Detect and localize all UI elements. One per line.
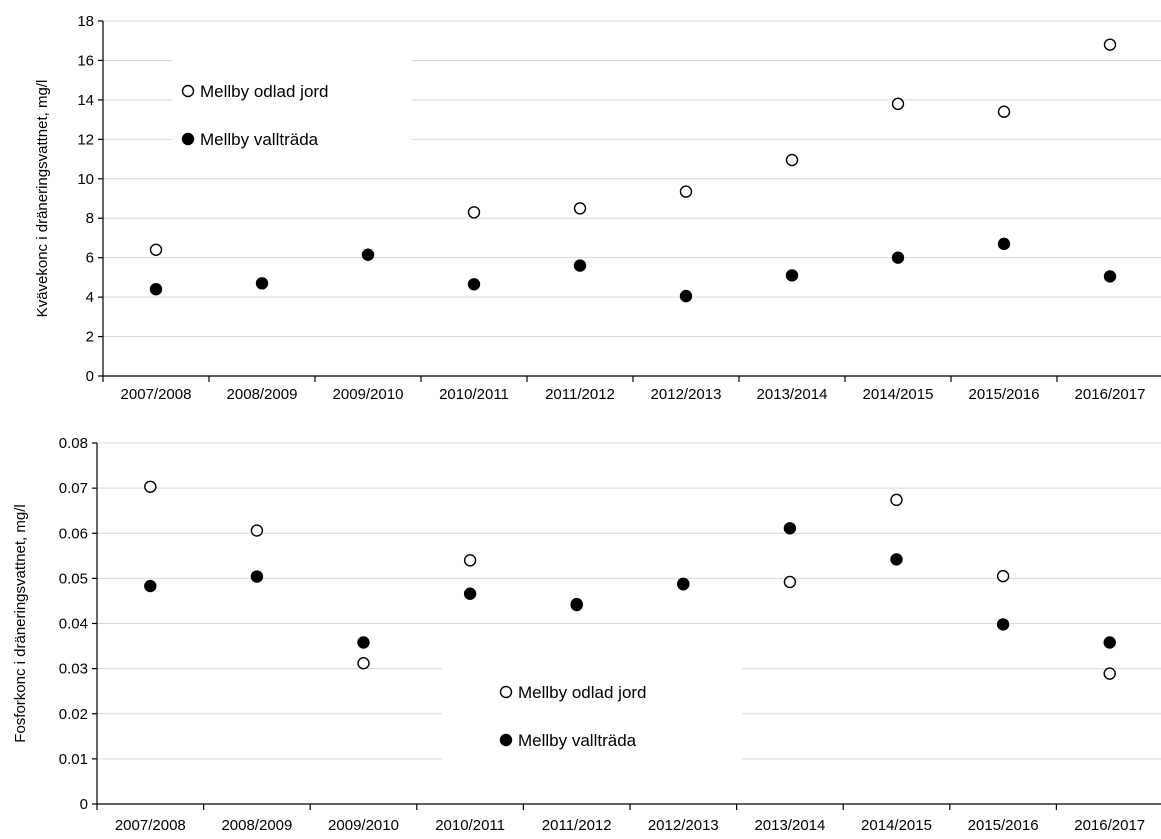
point-odlad-jord <box>463 554 477 567</box>
point-vallträda <box>357 636 370 649</box>
point-odlad-jord <box>785 153 799 167</box>
point-vallträda <box>144 579 157 593</box>
legend-marker <box>499 685 513 699</box>
legend-label: Mellby odlad jord <box>518 683 647 702</box>
point-vallträda <box>255 277 269 290</box>
x-tick-label: 2016/2017 <box>1075 386 1146 403</box>
point-vallträda <box>996 618 1010 631</box>
x-tick-label: 2012/2013 <box>648 817 719 834</box>
point-odlad-jord <box>573 202 587 215</box>
y-tick-label: 0.03 <box>59 661 88 678</box>
x-tick-label: 2010/2011 <box>435 817 505 834</box>
legend-label: Mellby vallträda <box>518 731 637 750</box>
legend-marker <box>499 733 513 747</box>
y-tick-label: 0.06 <box>59 525 88 542</box>
legend-marker <box>181 84 195 98</box>
y-tick-label: 0.01 <box>59 751 88 768</box>
point-odlad-jord <box>357 657 370 670</box>
chart-panel-2: 0 0.01 0.02 0.03 0.04 0.05 0.06 0.07 0.08 2007/20… <box>12 435 1161 834</box>
legend-background <box>442 660 742 770</box>
x-tick-label: 2013/2014 <box>754 817 825 834</box>
y-tick-label: 10 <box>77 171 94 188</box>
legend: Mellby odlad jord Mellby vallträda <box>172 58 412 168</box>
x-tick-label: 2014/2015 <box>861 817 932 834</box>
legend-marker <box>181 132 195 146</box>
legend-background <box>172 58 412 168</box>
point-vallträda <box>677 578 690 591</box>
point-vallträda <box>149 283 163 296</box>
point-odlad-jord <box>891 97 905 111</box>
legend: Mellby odlad jord Mellby vallträda <box>442 660 742 770</box>
y-tick-label: 12 <box>77 131 94 148</box>
y-tick-label: 14 <box>77 92 94 109</box>
point-odlad-jord <box>679 185 693 198</box>
y-axis-title: Kvävekonc i dräneringsvattnet, mg/l <box>34 80 51 318</box>
x-tick-label: 2016/2017 <box>1074 817 1145 834</box>
point-odlad-jord <box>783 575 797 589</box>
point-vallträda <box>250 570 264 583</box>
x-tick-label: 2008/2009 <box>221 817 292 834</box>
point-vallträda <box>785 269 799 282</box>
x-tick-label: 2013/2014 <box>757 386 828 403</box>
point-odlad-jord <box>1103 667 1116 680</box>
x-tick-label: 2007/2008 <box>121 386 192 403</box>
point-odlad-jord <box>997 105 1011 118</box>
point-odlad-jord <box>467 206 481 219</box>
point-vallträda <box>570 598 583 612</box>
y-tick-label: 0.02 <box>59 706 88 723</box>
y-tick-label: 0.07 <box>59 480 88 497</box>
y-tick-label: 0.05 <box>59 570 88 587</box>
point-vallträda <box>783 522 797 535</box>
point-vallträda <box>467 278 481 291</box>
point-vallträda <box>573 259 587 272</box>
y-tick-label: 16 <box>77 52 94 69</box>
y-axis-title: Fosforkonc i dräneringsvattnet, mg/l <box>12 504 29 742</box>
y-tick-label: 0.04 <box>59 616 88 633</box>
x-tick-label: 2008/2009 <box>227 386 298 403</box>
point-odlad-jord <box>890 493 903 507</box>
point-vallträda <box>361 248 375 261</box>
point-vallträda <box>679 289 693 303</box>
legend-label: Mellby odlad jord <box>200 82 329 101</box>
x-tick-label: 2007/2008 <box>115 817 186 834</box>
point-odlad-jord <box>144 480 157 493</box>
x-tick-label: 2015/2016 <box>969 386 1040 403</box>
point-odlad-jord <box>250 524 264 537</box>
point-vallträda <box>997 237 1011 251</box>
chart-panel-1: 0 2 4 6 8 10 12 14 16 18 2007/2008 2008/2009 2009/20… <box>34 13 1161 403</box>
point-vallträda <box>891 251 905 264</box>
point-odlad-jord <box>149 243 163 256</box>
legend-label: Mellby vallträda <box>200 130 319 149</box>
point-odlad-jord <box>1103 38 1117 51</box>
y-tick-label: 0 <box>80 796 88 813</box>
x-tick-label: 2009/2010 <box>328 817 399 834</box>
y-tick-label: 2 <box>86 329 94 346</box>
point-odlad-jord <box>996 569 1010 583</box>
x-tick-label: 2014/2015 <box>863 386 934 403</box>
y-tick-label: 8 <box>86 210 94 227</box>
y-tick-label: 0.08 <box>59 435 88 452</box>
point-vallträda <box>1103 636 1116 649</box>
x-tick-label: 2010/2011 <box>439 386 509 403</box>
point-vallträda <box>463 587 477 600</box>
y-tick-label: 0 <box>86 368 94 385</box>
x-tick-label: 2011/2012 <box>542 817 612 834</box>
y-tick-label: 6 <box>86 250 94 267</box>
y-tick-label: 4 <box>86 289 94 306</box>
y-tick-label: 18 <box>77 13 94 30</box>
x-tick-label: 2012/2013 <box>651 386 722 403</box>
point-vallträda <box>890 553 903 566</box>
point-vallträda <box>1103 270 1117 283</box>
x-tick-label: 2015/2016 <box>968 817 1039 834</box>
x-tick-label: 2011/2012 <box>545 386 615 403</box>
x-tick-label: 2009/2010 <box>333 386 404 403</box>
